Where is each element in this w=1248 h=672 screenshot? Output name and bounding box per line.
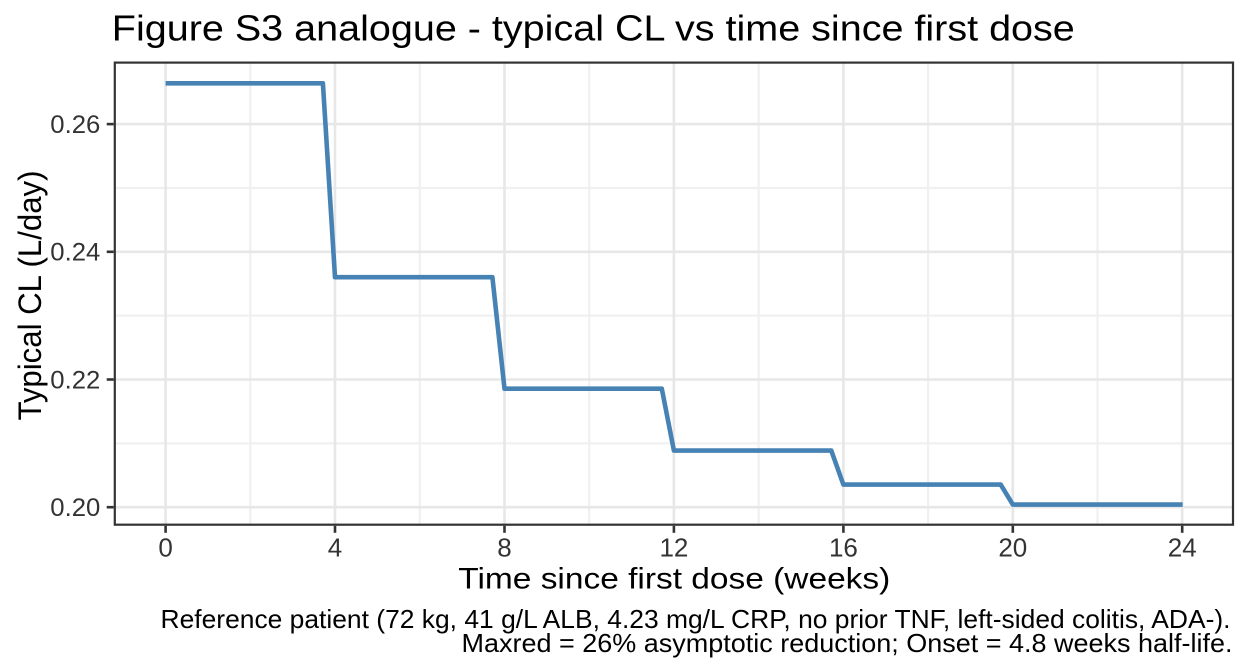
svg-text:8: 8: [497, 533, 511, 563]
svg-text:16: 16: [829, 533, 858, 563]
svg-text:Time since first dose (weeks): Time since first dose (weeks): [458, 563, 890, 596]
svg-text:Reference patient (72 kg, 41 g: Reference patient (72 kg, 41 g/L ALB, 4.…: [161, 604, 1231, 634]
svg-text:12: 12: [659, 533, 688, 563]
svg-text:24: 24: [1168, 533, 1197, 563]
svg-text:0.22: 0.22: [50, 366, 100, 394]
svg-text:0.26: 0.26: [50, 111, 100, 139]
svg-text:0.24: 0.24: [50, 239, 100, 267]
svg-text:0.20: 0.20: [50, 494, 100, 522]
svg-text:Maxred = 26% asymptotic reduct: Maxred = 26% asymptotic reduction; Onset…: [462, 628, 1233, 658]
svg-text:Typical CL (L/day): Typical CL (L/day): [12, 171, 48, 421]
svg-text:Figure S3 analogue - typical C: Figure S3 analogue - typical CL vs time …: [112, 7, 1075, 48]
svg-text:0: 0: [158, 533, 172, 563]
svg-text:20: 20: [998, 533, 1027, 563]
svg-text:4: 4: [328, 533, 342, 563]
